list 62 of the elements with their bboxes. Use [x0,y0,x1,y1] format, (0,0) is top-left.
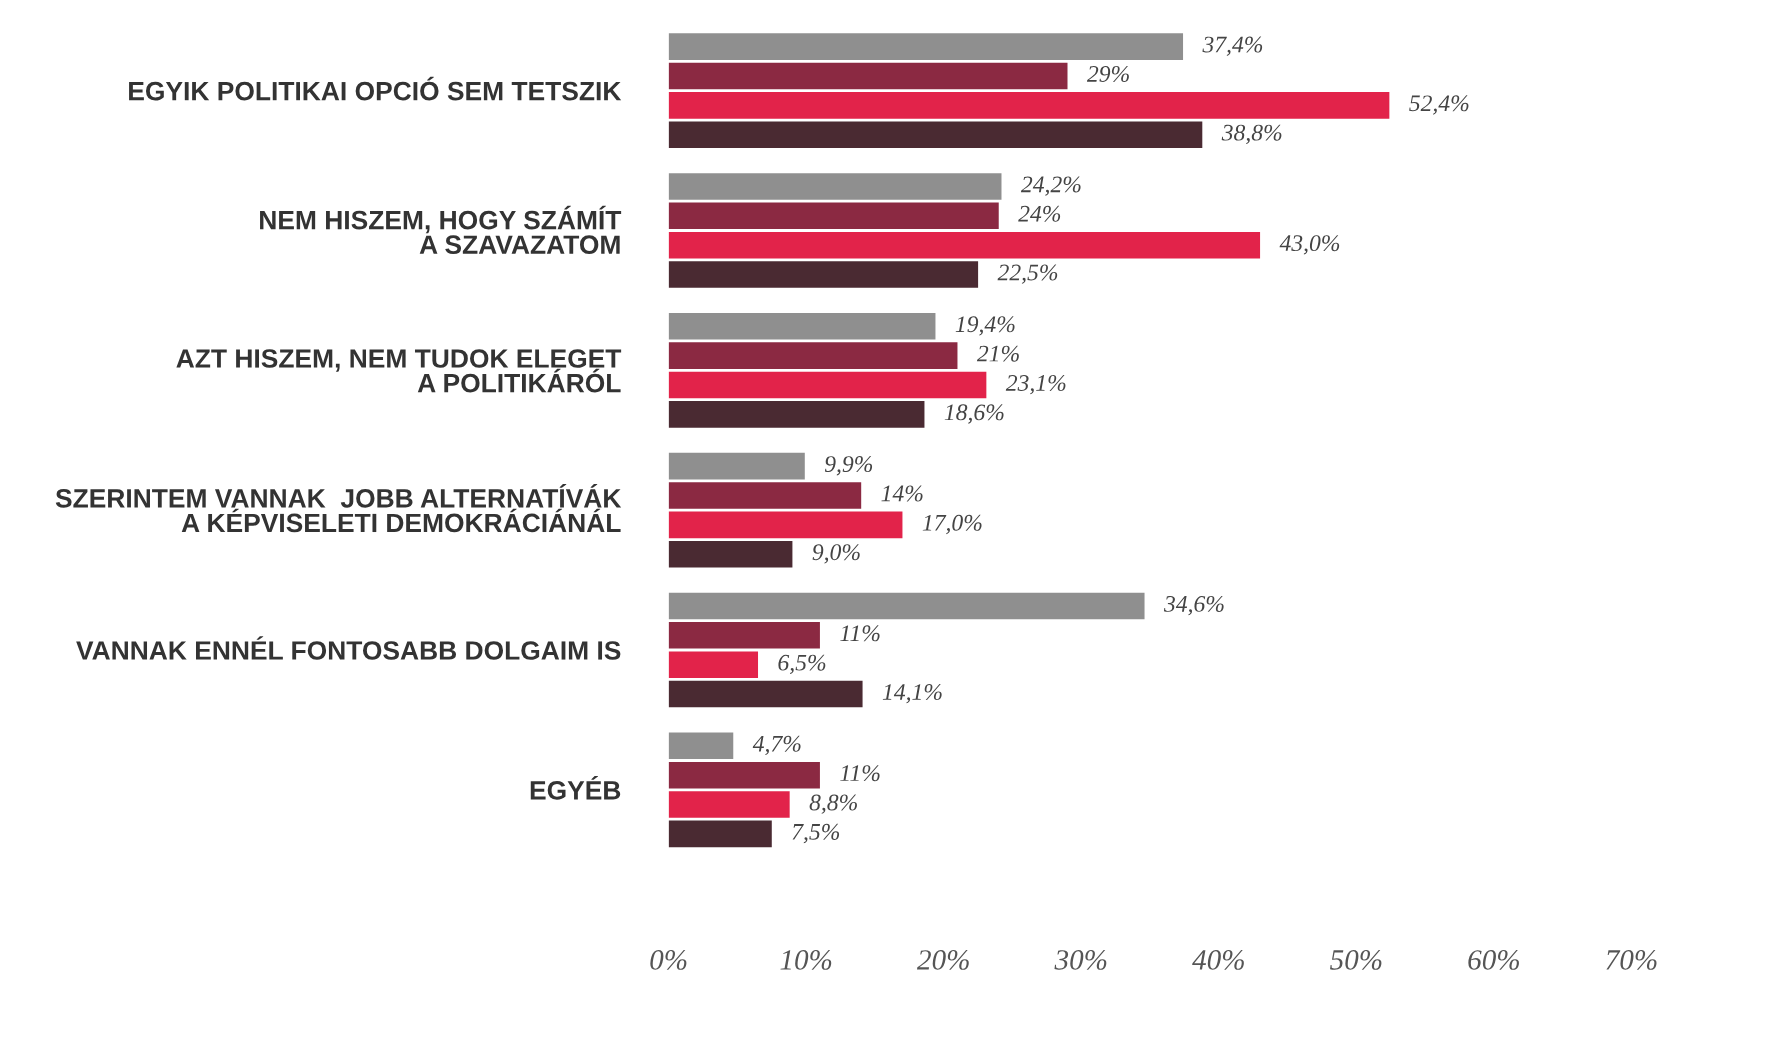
data-label: 11% [840,625,880,642]
data-label: 11% [840,765,880,782]
bar [668,231,1261,259]
data-label: 37,4% [1202,36,1263,56]
data-label: 17,0% [922,514,982,535]
data-label: 14% [881,485,923,502]
bar [668,732,734,760]
bar [668,482,862,509]
data-label: 4,7% [752,735,801,756]
bar [668,761,820,789]
data-label: 14,1% [882,684,942,704]
data-label: 52,4% [1409,95,1469,115]
y-tick-label: EGYÉB [530,776,621,800]
bar [668,540,793,568]
bar [668,261,979,288]
bar [668,651,759,678]
data-label: 24,2% [1020,176,1081,196]
x-tick-label: 20% [917,950,969,970]
data-label: 29% [1086,65,1129,82]
x-tick-label: 0% [650,950,687,970]
bar [668,92,1390,119]
data-label: 9,0% [812,544,860,564]
data-label: 7,5% [792,823,840,844]
data-label: 18,6% [944,404,1004,424]
data-label: 22,5% [997,264,1058,284]
data-label: 9,9% [824,456,873,476]
bar [668,342,958,369]
bar [668,622,820,649]
data-label: 34,6% [1163,595,1224,616]
bar [668,680,863,708]
y-tick-label: EGYIK POLITIKAI OPCIÓ SEM TETSZIK [129,76,622,101]
y-tick-label: AZT HISZEM, NEM TUDOK ELEGET A POLITIKÁRÓL [176,349,622,393]
data-label: 6,5% [778,654,826,674]
bar [668,511,903,539]
x-tick-label: 70% [1606,950,1657,970]
bar [668,791,790,818]
bar [668,121,1203,148]
x-tick-label: 50% [1330,950,1382,970]
bar [668,401,925,428]
data-label: 8,8% [809,794,857,814]
data-label: 38,8% [1221,124,1282,145]
y-tick-label: VANNAK ENNÉL FONTOSABB DOLGAIM IS [76,636,621,660]
bar [668,452,805,480]
bar [668,202,999,230]
data-label: 23,1% [1005,374,1066,395]
data-label: 24% [1018,205,1061,222]
y-tick-label: NEM HISZEM, HOGY SZÁMÍT A SZAVAZATOM [260,205,622,255]
y-tick-label: SZERINTEM VANNAK JOBB ALTERNATÍVÁK A KÉPVISELETI DEMOKRÁCIÁNÁL [55,484,622,533]
bar [668,592,1145,620]
data-label: 21% [976,345,1019,362]
bar [668,820,772,848]
bar [668,173,1002,200]
x-tick-label: 40% [1192,950,1244,970]
bar [668,371,987,399]
bar [668,62,1068,90]
x-tick-label: 60% [1468,950,1519,970]
bar [668,33,1184,60]
x-tick-label: 10% [780,950,832,970]
data-label: 19,4% [955,316,1015,336]
data-label: 43,0% [1279,235,1340,255]
x-tick-label: 30% [1054,950,1107,970]
bar [668,313,936,340]
